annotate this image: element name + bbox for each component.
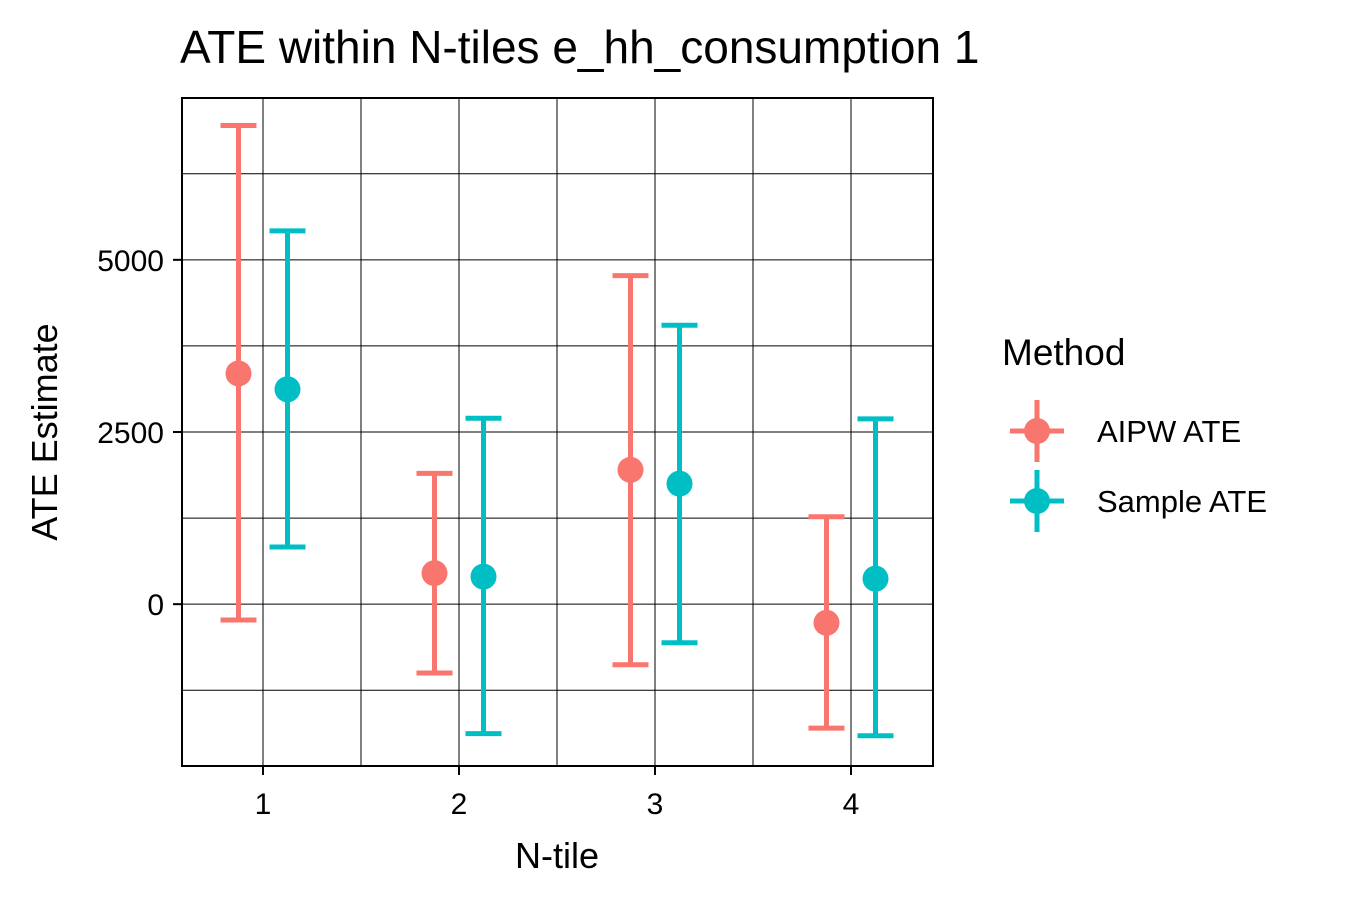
chart-title: ATE within N-tiles e_hh_consumption 1 (180, 21, 979, 73)
x-axis-title: N-tile (515, 835, 599, 876)
legend: Method AIPW ATE Sample ATE (1002, 332, 1267, 532)
legend-key-point (1024, 488, 1050, 514)
estimate-point (470, 563, 497, 590)
estimate-point (617, 456, 644, 483)
x-tick-label: 3 (647, 788, 664, 821)
y-tick-label: 0 (147, 589, 164, 622)
legend-key-point (1024, 418, 1050, 444)
x-tick-label: 2 (451, 788, 468, 821)
estimate-point (225, 360, 252, 387)
legend-label: AIPW ATE (1097, 414, 1241, 449)
estimate-point (666, 470, 693, 497)
legend-item: Sample ATE (1010, 470, 1267, 532)
legend-label: Sample ATE (1097, 484, 1267, 519)
x-tick-label: 1 (255, 788, 272, 821)
legend-items: AIPW ATE Sample ATE (1010, 400, 1267, 532)
grid-lines (182, 98, 933, 766)
series-aipw-ate (220, 123, 845, 731)
y-tick-label: 2500 (97, 417, 164, 450)
plot-marks (220, 123, 894, 739)
estimate-point (813, 609, 840, 636)
series-sample-ate (269, 228, 894, 739)
estimate-point (862, 565, 889, 592)
y-tick-label: 5000 (97, 245, 164, 278)
estimate-point (274, 376, 301, 403)
legend-title: Method (1002, 332, 1125, 373)
estimate-point (421, 560, 448, 587)
axes: 0 2500 5000 1 2 3 4 (97, 245, 859, 821)
y-axis-title: ATE Estimate (24, 323, 65, 540)
x-tick-label: 4 (843, 788, 860, 821)
legend-item: AIPW ATE (1010, 400, 1241, 462)
